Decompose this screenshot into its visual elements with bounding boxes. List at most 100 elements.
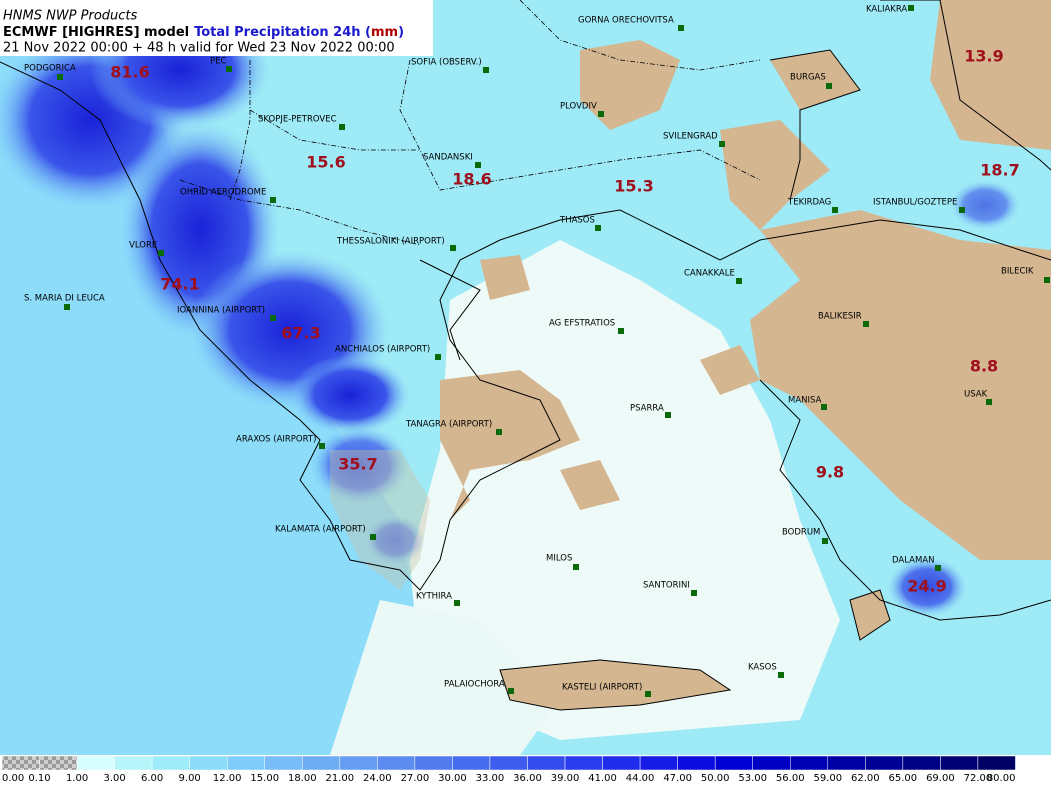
station-label: KALAMATA (AIRPORT) (275, 525, 366, 535)
station-marker (508, 688, 514, 694)
station-marker (595, 225, 601, 231)
station-marker (573, 564, 579, 570)
station-label: PLOVDIV (560, 102, 597, 112)
station-marker (935, 565, 941, 571)
max-value: 67.3 (281, 324, 320, 343)
colorbar-label: 80.00 (987, 773, 1016, 784)
colorbar-swatch (902, 755, 941, 771)
colorbar-label: 27.00 (401, 773, 430, 784)
station-label: OHRID AERODROME (180, 188, 266, 198)
max-value: 15.6 (306, 153, 345, 172)
max-value: 74.1 (160, 275, 199, 294)
max-value: 9.8 (816, 463, 844, 482)
station-label: SOFIA (OBSERV.) (411, 58, 482, 68)
colorbar-swatch (189, 755, 228, 771)
title-segment: ECMWF [HIGHRES] model (3, 25, 189, 40)
station-marker (618, 328, 624, 334)
colorbar-label: 15.00 (250, 773, 279, 784)
station-label: ANCHIALOS (AIRPORT) (335, 345, 430, 355)
station-label: IOANNINA (AIRPORT) (177, 306, 265, 316)
station-marker (226, 66, 232, 72)
station-label: SVILENGRAD (663, 132, 718, 142)
station-marker (719, 141, 725, 147)
station-label: BALIKESIR (818, 312, 862, 322)
station-marker (270, 315, 276, 321)
station-marker (339, 124, 345, 130)
station-marker (475, 162, 481, 168)
station-label: CANAKKALE (684, 269, 735, 279)
station-marker (778, 672, 784, 678)
colorbar-swatch (39, 755, 78, 771)
station-label: PEC (210, 57, 226, 67)
station-marker (678, 25, 684, 31)
station-label: USAK (964, 390, 988, 400)
colorbar-label: 53.00 (738, 773, 767, 784)
colorbar-label: 18.00 (288, 773, 317, 784)
station-label: SANDANSKI (423, 153, 473, 163)
country-borders (179, 0, 761, 246)
station-marker (645, 691, 651, 697)
station-marker (270, 197, 276, 203)
colorbar-swatch (865, 755, 904, 771)
colorbar-swatch (489, 755, 528, 771)
header: HNMS NWP Products ECMWF [HIGHRES] model T… (0, 0, 433, 56)
station-label: THESSALONIKI (AIRPORT) (336, 237, 445, 247)
colorbar: 0.00 0.10 1.00 3.00 6.00 9.00 12.00 15.00 18.00 2… (0, 755, 1051, 785)
station-label: ARAXOS (AIRPORT) (236, 435, 316, 445)
colorbar-label: 24.00 (363, 773, 392, 784)
colorbar-swatch (452, 755, 491, 771)
colorbar-swatch (790, 755, 829, 771)
max-value: 13.9 (964, 47, 1003, 66)
station-label: MANISA (788, 396, 822, 406)
colorbar-label: 33.00 (476, 773, 505, 784)
max-value: 35.7 (338, 455, 377, 474)
colorbar-swatch (264, 755, 303, 771)
station-marker (826, 83, 832, 89)
colorbar-label: 69.00 (926, 773, 955, 784)
station-label: KASTELI (AIRPORT) (562, 683, 642, 693)
colorbar-label: 72.00 (964, 773, 993, 784)
colorbar-label: 3.00 (103, 773, 125, 784)
colorbar-swatch (151, 755, 190, 771)
colorbar-label: 30.00 (438, 773, 467, 784)
station-marker (435, 354, 441, 360)
station-marker (665, 412, 671, 418)
station-marker (832, 207, 838, 213)
colorbar-label: 50.00 (701, 773, 730, 784)
colorbar-swatch (76, 755, 115, 771)
station-marker (450, 245, 456, 251)
title-segment: mm (371, 25, 398, 40)
colorbar-label: 39.00 (551, 773, 580, 784)
station-label: MILOS (546, 554, 572, 564)
station-marker (57, 74, 63, 80)
colorbar-label: 47.00 (663, 773, 692, 784)
colorbar-swatch (827, 755, 866, 771)
colorbar-swatch (226, 755, 265, 771)
max-value: 81.6 (110, 63, 149, 82)
colorbar-swatch (1, 755, 40, 771)
colorbar-swatch (677, 755, 716, 771)
station-marker (1044, 277, 1050, 283)
station-label: BILECIK (1001, 267, 1034, 277)
colorbar-swatch (602, 755, 641, 771)
colorbar-swatch (114, 755, 153, 771)
colorbar-swatch (377, 755, 416, 771)
station-label: KYTHIRA (416, 592, 452, 602)
station-label: SANTORINI (643, 581, 690, 591)
colorbar-swatch (714, 755, 753, 771)
colorbar-swatch (752, 755, 791, 771)
station-marker (483, 67, 489, 73)
station-marker (908, 5, 914, 11)
station-label: KALIAKRA (866, 5, 907, 15)
borders (0, 0, 1051, 711)
station-marker (598, 111, 604, 117)
colorbar-label: 62.00 (851, 773, 880, 784)
station-marker (986, 399, 992, 405)
colorbar-label: 56.00 (776, 773, 805, 784)
station-marker (821, 404, 827, 410)
title-segment: Total Precipitation 24h ( (194, 25, 371, 40)
colorbar-label: 41.00 (588, 773, 617, 784)
max-value: 8.8 (970, 357, 998, 376)
station-label: AG EFSTRATIOS (549, 319, 615, 329)
colorbar-label: 0.10 (28, 773, 50, 784)
